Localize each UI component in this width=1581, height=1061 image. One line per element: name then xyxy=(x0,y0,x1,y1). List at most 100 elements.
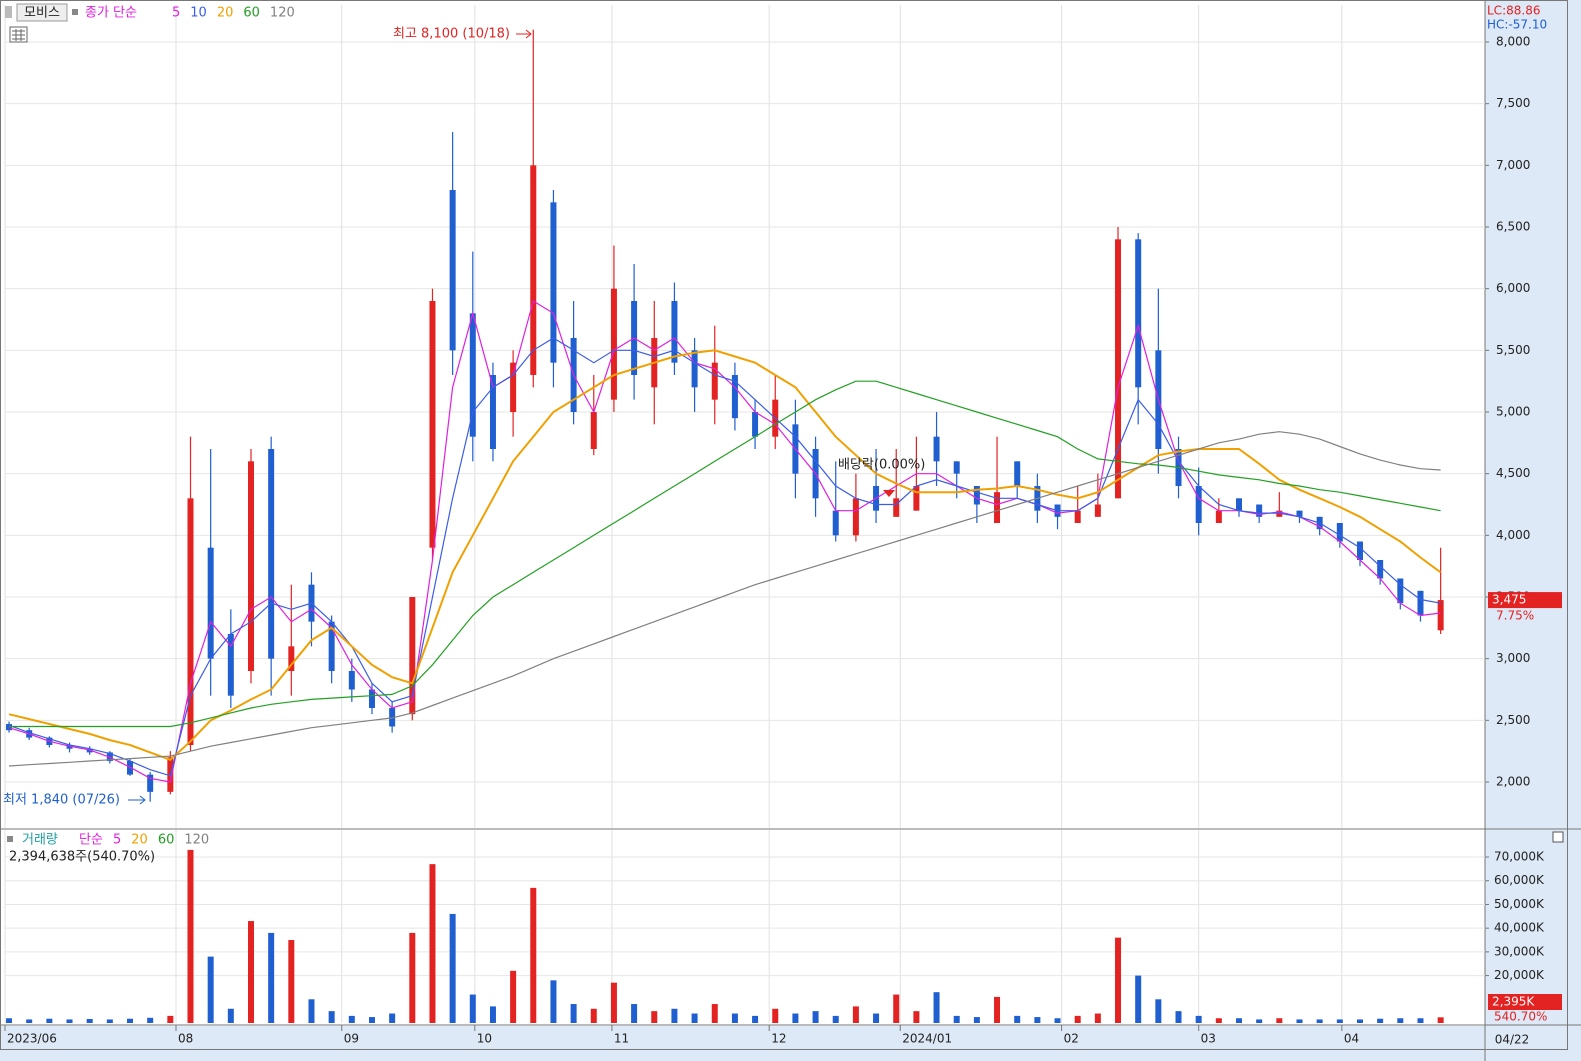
volume-bar xyxy=(207,956,214,1023)
moving-average xyxy=(8,349,1442,761)
legend-entry: 20 xyxy=(131,833,148,848)
volume-bar xyxy=(792,1013,799,1023)
volume-bar xyxy=(1054,1018,1061,1023)
x-tick-label: 2023/06 xyxy=(7,1032,57,1046)
last-change: 7.75% xyxy=(1496,609,1534,623)
volume-bar xyxy=(651,1011,658,1023)
volume-bar xyxy=(288,940,295,1023)
volume-bar xyxy=(570,1004,577,1023)
candle-body xyxy=(731,374,738,419)
volume-bar xyxy=(852,1006,859,1023)
candle-body xyxy=(86,748,93,753)
legend-entry: 20 xyxy=(217,6,234,21)
last-volume-label: 2,395K xyxy=(1492,995,1535,1009)
volume-bar xyxy=(1256,1019,1263,1023)
y-tick-label: 70,000K xyxy=(1494,850,1545,864)
y-tick-label: 7,500 xyxy=(1496,96,1530,110)
last-price-box xyxy=(1488,592,1562,609)
volume-legend-name: 거래량 xyxy=(22,833,58,848)
candle-body xyxy=(893,498,900,517)
hc-label: HC:-57.10 xyxy=(1487,18,1547,32)
candle-body xyxy=(1094,504,1101,517)
candle-body xyxy=(1437,600,1444,631)
volume-bar xyxy=(711,1004,718,1023)
candle-body xyxy=(913,485,920,511)
y-tick-label: 2,000 xyxy=(1496,774,1530,788)
moving-average xyxy=(8,431,1441,767)
candle-body xyxy=(227,633,234,696)
volume-bar xyxy=(127,1018,134,1023)
x-tick-label: 03 xyxy=(1201,1032,1216,1046)
icon xyxy=(5,6,12,18)
y-tick-label: 7,000 xyxy=(1496,158,1530,172)
volume-bar xyxy=(933,992,940,1023)
volume-bar xyxy=(893,994,900,1023)
x-tick-label: 12 xyxy=(771,1032,786,1046)
volume-bar xyxy=(1356,1019,1363,1023)
y-tick-label: 2,500 xyxy=(1496,713,1530,727)
last-ratio: 540.70% xyxy=(1494,1010,1547,1024)
last-volume-box xyxy=(1488,994,1562,1010)
low-label: 최저 1,840 (07/26) xyxy=(3,793,120,808)
event-label: 배당락(0.00%) xyxy=(838,458,925,473)
candle-body xyxy=(288,646,295,671)
volume-bar xyxy=(610,982,617,1023)
stock-name[interactable]: 모비스 xyxy=(24,6,60,21)
volume-bar xyxy=(106,1019,113,1023)
volume-bar xyxy=(46,1018,53,1023)
volume-bar xyxy=(812,1011,819,1023)
volume-bar xyxy=(671,1008,678,1023)
volume-bar xyxy=(1336,1019,1343,1023)
legend-entry: 5 xyxy=(113,833,121,848)
volume-bar xyxy=(86,1018,93,1023)
candle-body xyxy=(187,498,194,745)
volume-info: 2,394,638주(540.70%) xyxy=(9,850,155,865)
legend-icon xyxy=(72,9,78,15)
legend-entry: 60 xyxy=(158,833,175,848)
axis-area xyxy=(1485,0,1581,1061)
volume-bar xyxy=(328,1011,335,1023)
volume-bar xyxy=(953,1015,960,1023)
candle-body xyxy=(429,300,436,548)
legend-title: 종가 단순 xyxy=(85,6,137,21)
volume-bar xyxy=(66,1019,73,1023)
candle-body xyxy=(973,485,980,505)
volume-bar xyxy=(772,1008,779,1023)
volume-bar xyxy=(1377,1018,1384,1023)
x-tick-label: 09 xyxy=(344,1032,359,1046)
volume-bar xyxy=(590,1008,597,1023)
y-tick-label: 4,500 xyxy=(1496,466,1530,480)
volume-bar xyxy=(1417,1018,1424,1023)
legend-entry: 120 xyxy=(184,833,209,848)
grid xyxy=(4,5,1485,1023)
candle-body xyxy=(66,744,73,749)
volume-bar xyxy=(389,1013,396,1023)
volume-bar xyxy=(167,1015,174,1023)
stock-button[interactable] xyxy=(16,3,68,22)
volume-bar xyxy=(227,1008,234,1023)
volume-bar xyxy=(308,999,315,1023)
y-tick-label: 4,000 xyxy=(1496,528,1530,542)
candle-body xyxy=(1135,239,1142,388)
candle-body xyxy=(933,436,940,462)
y-tick-label: 6,000 xyxy=(1496,281,1530,295)
volume-bar xyxy=(1316,1019,1323,1023)
candle-body xyxy=(247,461,254,671)
candle-body xyxy=(348,670,355,690)
candle-body xyxy=(389,707,396,727)
candle-body xyxy=(1236,498,1243,511)
y-tick-label: 30,000K xyxy=(1494,944,1545,958)
high-label: 최고 8,100 (10/18) xyxy=(393,27,510,42)
volume-legend-title: 단순 xyxy=(79,833,103,848)
candle-body xyxy=(1256,504,1263,517)
volume-bar xyxy=(873,1013,880,1023)
panel-button[interactable] xyxy=(1552,831,1564,843)
candle-body xyxy=(1074,510,1081,523)
volume-bar xyxy=(550,980,557,1023)
candle-body xyxy=(691,350,698,388)
volume-bar xyxy=(147,1017,154,1023)
volume-bar xyxy=(469,994,476,1023)
volume-bar xyxy=(752,1015,759,1023)
candle-body xyxy=(1195,485,1202,523)
